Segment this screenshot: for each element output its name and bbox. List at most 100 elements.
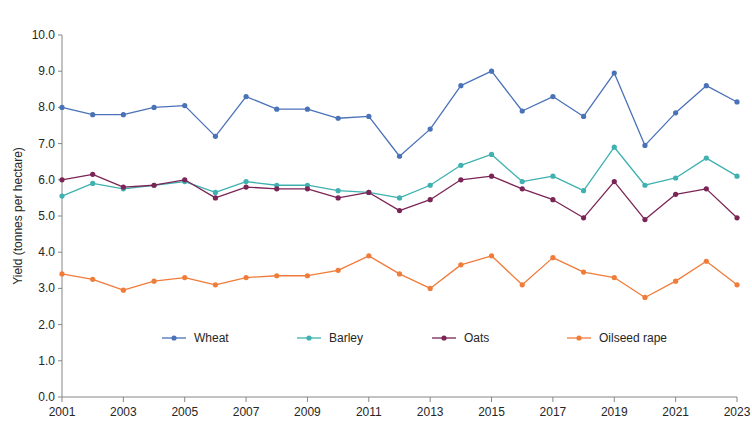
point — [397, 195, 402, 200]
x-tick-label: 2023 — [724, 405, 751, 419]
point — [243, 94, 248, 99]
x-tick — [246, 397, 247, 402]
point — [612, 70, 617, 75]
y-tick-label: 6.0 — [38, 173, 55, 187]
legend-label: Oilseed rape — [599, 331, 667, 345]
y-tick — [58, 35, 62, 36]
point — [243, 275, 248, 280]
point — [274, 186, 279, 191]
legend-label: Barley — [329, 331, 363, 345]
point — [59, 193, 64, 198]
point — [734, 282, 739, 287]
legend: Wheat Barley Oats Oilseed rape — [162, 331, 667, 345]
point — [121, 288, 126, 293]
point — [612, 179, 617, 184]
point — [673, 175, 678, 180]
point — [305, 107, 310, 112]
point — [121, 184, 126, 189]
point — [704, 186, 709, 191]
point — [397, 154, 402, 159]
point — [704, 155, 709, 160]
point — [305, 186, 310, 191]
point — [734, 215, 739, 220]
point — [213, 134, 218, 139]
point — [489, 152, 494, 157]
x-tick — [430, 397, 431, 402]
point — [550, 94, 555, 99]
legend-marker — [306, 335, 311, 340]
y-tick-label: 10.0 — [32, 28, 56, 42]
point — [213, 195, 218, 200]
y-tick — [58, 216, 62, 217]
point — [366, 114, 371, 119]
point — [182, 177, 187, 182]
point — [458, 262, 463, 267]
y-tick-label: 1.0 — [38, 354, 55, 368]
y-tick — [58, 71, 62, 72]
legend-label: Oats — [464, 331, 489, 345]
point — [520, 282, 525, 287]
x-tick — [123, 397, 124, 402]
point — [243, 179, 248, 184]
point — [428, 127, 433, 132]
point — [428, 286, 433, 291]
legend-marker — [441, 335, 446, 340]
y-tick — [58, 360, 62, 361]
point — [336, 268, 341, 273]
point — [274, 273, 279, 278]
point — [581, 114, 586, 119]
point — [673, 279, 678, 284]
point — [182, 275, 187, 280]
point — [550, 255, 555, 260]
point — [243, 184, 248, 189]
x-tick-label: 2021 — [662, 405, 689, 419]
point — [673, 192, 678, 197]
point — [90, 181, 95, 186]
x-tick-label: 2019 — [601, 405, 628, 419]
x-tick — [368, 397, 369, 402]
point — [151, 105, 156, 110]
point — [489, 253, 494, 258]
x-tick-label: 2007 — [233, 405, 260, 419]
y-tick — [58, 324, 62, 325]
point — [458, 177, 463, 182]
point — [366, 253, 371, 258]
x-tick-label: 2005 — [171, 405, 198, 419]
point — [366, 190, 371, 195]
series-line — [62, 147, 737, 198]
x-tick — [675, 397, 676, 402]
point — [274, 107, 279, 112]
y-tick-label: 5.0 — [38, 209, 55, 223]
point — [489, 69, 494, 74]
point — [213, 282, 218, 287]
x-tick-label: 2001 — [49, 405, 76, 419]
series-line — [62, 256, 737, 298]
point — [213, 190, 218, 195]
point — [642, 295, 647, 300]
point — [458, 83, 463, 88]
point — [59, 177, 64, 182]
point — [550, 174, 555, 179]
legend-label: Wheat — [194, 331, 229, 345]
y-tick-label: 8.0 — [38, 100, 55, 114]
x-tick — [737, 397, 738, 402]
y-tick — [58, 143, 62, 144]
x-tick — [62, 397, 63, 402]
x-tick-label: 2003 — [110, 405, 137, 419]
y-tick-label: 0.0 — [38, 390, 55, 404]
point — [673, 110, 678, 115]
point — [581, 270, 586, 275]
point — [642, 143, 647, 148]
y-tick-label: 7.0 — [38, 137, 55, 151]
legend-marker — [171, 335, 176, 340]
point — [305, 273, 310, 278]
series-line — [62, 71, 737, 156]
point — [336, 188, 341, 193]
point — [397, 208, 402, 213]
x-tick-label: 2011 — [356, 405, 382, 419]
point — [182, 103, 187, 108]
point — [336, 195, 341, 200]
y-tick-label: 4.0 — [38, 245, 55, 259]
point — [90, 112, 95, 117]
point — [612, 145, 617, 150]
